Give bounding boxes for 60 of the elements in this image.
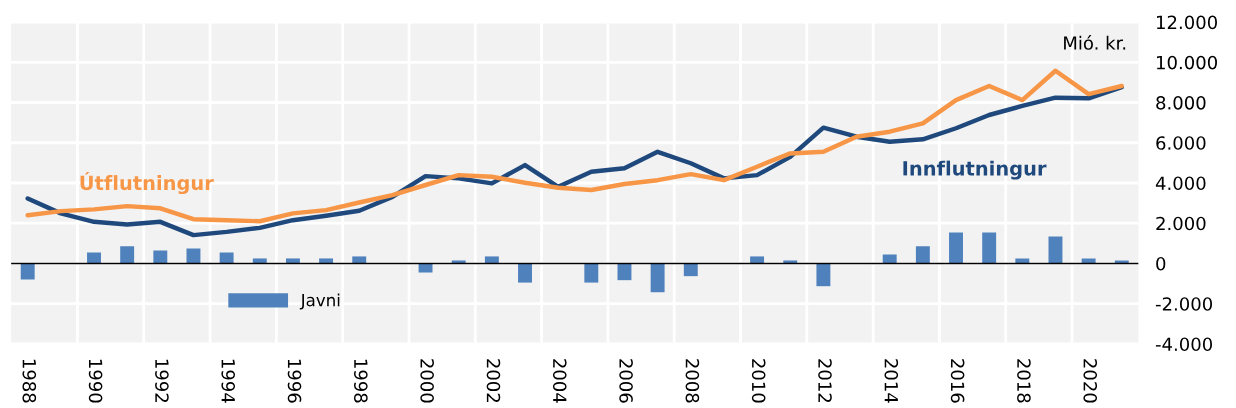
bar bbox=[882, 254, 897, 264]
bar bbox=[418, 263, 433, 273]
y-tick-label: 8.000 bbox=[1156, 95, 1206, 110]
bar bbox=[949, 232, 963, 264]
bar bbox=[584, 263, 599, 283]
bar bbox=[650, 263, 665, 293]
series-label: Innflutningur bbox=[903, 160, 1047, 180]
bar bbox=[20, 263, 35, 280]
x-tick-label: 2010 bbox=[751, 359, 766, 403]
series-label: Útflutningur bbox=[80, 171, 214, 195]
bar bbox=[518, 263, 532, 283]
legend-label: Javni bbox=[299, 293, 340, 310]
x-tick-label: 2002 bbox=[486, 359, 501, 402]
bar bbox=[352, 256, 367, 264]
y-tick-label: 4.000 bbox=[1155, 176, 1206, 191]
bar bbox=[683, 263, 698, 277]
x-tick-label: 1990 bbox=[88, 359, 103, 403]
bar bbox=[783, 260, 798, 264]
bar bbox=[750, 256, 765, 264]
y-tick-label: 2.000 bbox=[1156, 216, 1206, 231]
bar bbox=[982, 232, 997, 264]
x-tick-label: 2016 bbox=[950, 359, 965, 403]
x-tick-label: 2018 bbox=[1017, 359, 1031, 403]
x-tick-label: 2006 bbox=[619, 359, 633, 403]
x-tick-label: 1988 bbox=[22, 359, 37, 403]
bar bbox=[219, 252, 234, 264]
y-axis-title: Mió. kr. bbox=[1064, 35, 1126, 50]
x-tick-label: 1992 bbox=[155, 359, 169, 402]
x-tick-label: 2012 bbox=[818, 359, 832, 402]
bar bbox=[153, 250, 168, 264]
bar bbox=[1015, 258, 1030, 264]
x-tick-label: 2004 bbox=[552, 359, 567, 403]
line-series bbox=[25, 85, 1124, 238]
y-tick-label: 0 bbox=[1156, 256, 1166, 271]
x-tick-label: 1994 bbox=[221, 359, 236, 403]
bar bbox=[915, 246, 930, 264]
x-tick-label: 2014 bbox=[884, 359, 899, 403]
y-tick-label: -2.000 bbox=[1155, 297, 1213, 311]
y-tick-label: 12.000 bbox=[1157, 15, 1217, 30]
bar bbox=[87, 252, 101, 264]
bar bbox=[484, 256, 499, 264]
bar bbox=[816, 263, 831, 287]
x-tick-label: 1998 bbox=[354, 359, 368, 403]
y-tick-label: -4.000 bbox=[1155, 337, 1213, 352]
y-tick-label: 10.000 bbox=[1157, 55, 1217, 70]
x-tick-label: 2020 bbox=[1083, 359, 1098, 403]
x-tick-label: 2000 bbox=[420, 359, 434, 403]
bar bbox=[1114, 260, 1129, 264]
bar bbox=[285, 258, 300, 264]
y-tick-label: 6.000 bbox=[1156, 136, 1206, 150]
bar bbox=[1048, 236, 1063, 264]
bar bbox=[319, 258, 334, 264]
bar bbox=[186, 248, 201, 264]
bar bbox=[451, 260, 466, 264]
bar bbox=[252, 258, 267, 264]
x-tick-label: 1996 bbox=[287, 359, 302, 403]
bar bbox=[1081, 258, 1096, 264]
bar bbox=[120, 246, 135, 264]
line-series bbox=[25, 68, 1124, 224]
x-tick-label: 2008 bbox=[685, 359, 700, 403]
